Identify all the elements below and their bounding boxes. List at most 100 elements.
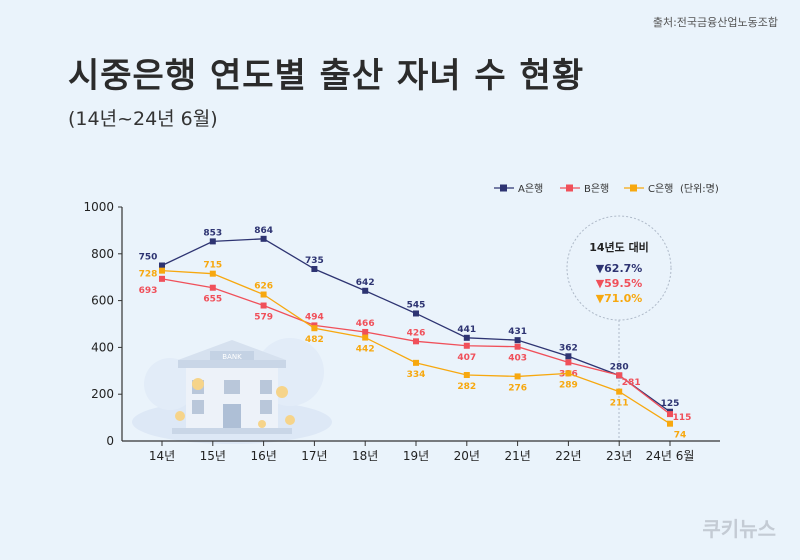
x-tick-label: 20년 (454, 449, 480, 463)
data-label: 642 (356, 278, 375, 288)
data-point (463, 342, 470, 349)
data-label: 482 (305, 335, 324, 345)
data-point (209, 238, 216, 245)
data-label: 441 (457, 325, 476, 335)
legend-item-c: C은행 (단위:명) (624, 182, 719, 195)
source-note: 출처:전국금융산업노동조합 (652, 16, 778, 29)
data-point (616, 388, 623, 395)
x-tick-label: 21년 (504, 449, 530, 463)
y-tick-label: 1000 (83, 200, 114, 214)
data-point (362, 334, 369, 341)
comparison-heading: 14년도 대비 (589, 240, 649, 254)
comparison-c: ▼71.0% (596, 292, 643, 305)
data-label: 579 (254, 313, 273, 323)
data-point (260, 302, 267, 309)
x-tick-label: 22년 (555, 449, 581, 463)
data-label: 426 (407, 328, 426, 338)
data-label: 442 (356, 345, 375, 355)
data-label: 750 (139, 253, 158, 263)
x-tick-label: 14년 (149, 449, 175, 463)
data-label: 115 (673, 413, 692, 423)
x-tick-label: 16년 (250, 449, 276, 463)
data-label: 403 (508, 354, 527, 364)
data-label: 334 (407, 370, 426, 380)
y-tick-label: 800 (91, 247, 114, 261)
data-point (565, 353, 572, 360)
page-title: 시중은행 연도별 출산 자녀 수 현황 (68, 56, 585, 96)
data-point (413, 310, 419, 317)
series-layer: 750 853 864 735 642 545 441 431 362 280 125 693 655 5… (139, 226, 692, 441)
data-point (667, 411, 673, 418)
series-1: 750 853 864 735 642 545 441 431 362 280 125 (139, 226, 679, 415)
data-point (159, 275, 165, 282)
legend-label-b: B은행 (584, 183, 609, 195)
data-point (311, 325, 318, 332)
comparison-b: ▼59.5% (596, 277, 643, 290)
series-3: 728 715 626 482 442 334 282 276 289 211 74 (139, 261, 687, 441)
data-point (413, 359, 419, 366)
data-label: 728 (139, 270, 158, 280)
data-label: 407 (457, 353, 476, 363)
y-tick-label: 600 (91, 294, 114, 308)
data-point (616, 372, 623, 379)
unit-note: (단위:명) (680, 182, 719, 195)
data-point (209, 284, 216, 291)
data-point (463, 372, 470, 379)
data-point (514, 337, 521, 344)
legend-item-a: A은행 (494, 183, 543, 195)
data-point (260, 235, 267, 242)
data-point (159, 262, 165, 269)
data-label: 715 (203, 261, 222, 271)
data-point (463, 334, 470, 341)
legend-item-b: B은행 (560, 183, 609, 195)
legend-label-c: C은행 (648, 183, 673, 195)
legend: A은행 B은행 C은행 (단위:명) (494, 182, 719, 195)
data-label: 853 (203, 228, 222, 238)
data-point (209, 270, 216, 277)
legend-label-a: A은행 (518, 183, 543, 195)
comparison-callout: 14년도 대비 ▼62.7% ▼59.5% ▼71.0% (566, 215, 672, 441)
data-label: 466 (356, 319, 375, 329)
page-subtitle: (14년~24년 6월) (68, 108, 218, 130)
data-point (514, 373, 521, 380)
data-label: 282 (457, 382, 476, 392)
data-point (565, 370, 572, 377)
data-label: 626 (254, 282, 273, 292)
data-point (362, 287, 369, 294)
x-tick-label: 23년 (606, 449, 632, 463)
x-tick-label: 17년 (301, 449, 327, 463)
data-point (565, 359, 572, 366)
data-point (667, 420, 673, 427)
y-tick-labels: 0 200 400 600 800 1000 (83, 200, 122, 448)
x-tick-labels: 14년 15년 16년 17년 18년 19년 20년 21년 22년 23년 24년 6월 (149, 441, 695, 463)
data-label: 864 (254, 226, 273, 236)
data-label: 545 (407, 300, 426, 310)
data-label: 281 (622, 378, 641, 388)
data-label: 655 (203, 295, 222, 305)
comparison-a: ▼62.7% (596, 262, 643, 275)
data-point (159, 267, 165, 274)
y-tick-label: 0 (106, 434, 114, 448)
data-point (311, 266, 318, 273)
y-tick-label: 400 (91, 340, 114, 354)
y-tick-label: 200 (91, 387, 114, 401)
svg-text:BANK: BANK (222, 353, 242, 361)
data-point (362, 328, 369, 335)
data-point (413, 338, 419, 345)
data-label: 276 (508, 383, 527, 393)
data-label: 494 (305, 312, 324, 322)
data-point (514, 343, 521, 350)
x-tick-label: 19년 (403, 449, 429, 463)
data-label: 289 (559, 380, 578, 390)
x-tick-label: 18년 (352, 449, 378, 463)
data-label: 431 (508, 327, 527, 337)
brand-logo: 쿠키뉴스 (702, 517, 776, 541)
data-label: 735 (305, 256, 324, 266)
x-tick-label: 15년 (200, 449, 226, 463)
data-label: 280 (610, 362, 629, 372)
data-label: 362 (559, 343, 578, 353)
x-tick-label: 24년 6월 (646, 449, 695, 463)
data-point (260, 291, 267, 298)
data-label: 693 (139, 286, 158, 296)
